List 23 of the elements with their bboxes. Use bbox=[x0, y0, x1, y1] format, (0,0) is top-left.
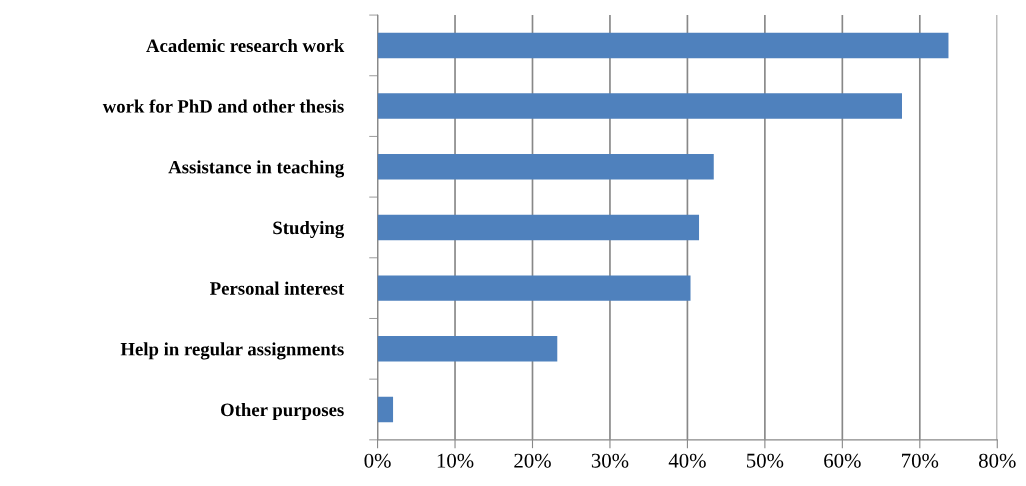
bar bbox=[377, 154, 714, 180]
y-tick-label: Assistance in teaching bbox=[168, 160, 345, 178]
x-tick-label: 70% bbox=[902, 453, 939, 468]
x-tick-label: 30% bbox=[591, 453, 629, 468]
x-tick-label: 0% bbox=[364, 453, 391, 468]
y-tick-label: work for PhD and other thesis bbox=[102, 99, 344, 113]
x-tick-label: 20% bbox=[514, 453, 551, 468]
bar bbox=[377, 336, 558, 362]
x-tick-label: 10% bbox=[437, 453, 474, 468]
bar bbox=[377, 214, 700, 241]
x-tick-label: 60% bbox=[824, 453, 861, 468]
bar bbox=[377, 275, 691, 301]
y-tick-label: Studying bbox=[273, 220, 345, 239]
y-tick-label: Other purposes bbox=[220, 402, 344, 420]
y-tick-label: Personal interest bbox=[210, 281, 345, 295]
bar bbox=[377, 32, 949, 59]
y-tick-label: Academic research work bbox=[146, 38, 345, 53]
bar bbox=[377, 93, 902, 119]
bar bbox=[377, 396, 394, 423]
y-tick-label: Help in regular assignments bbox=[120, 342, 344, 360]
x-tick-label: 50% bbox=[747, 453, 784, 468]
x-tick-label: 40% bbox=[668, 453, 706, 468]
x-tick-label: 80% bbox=[978, 453, 1016, 468]
